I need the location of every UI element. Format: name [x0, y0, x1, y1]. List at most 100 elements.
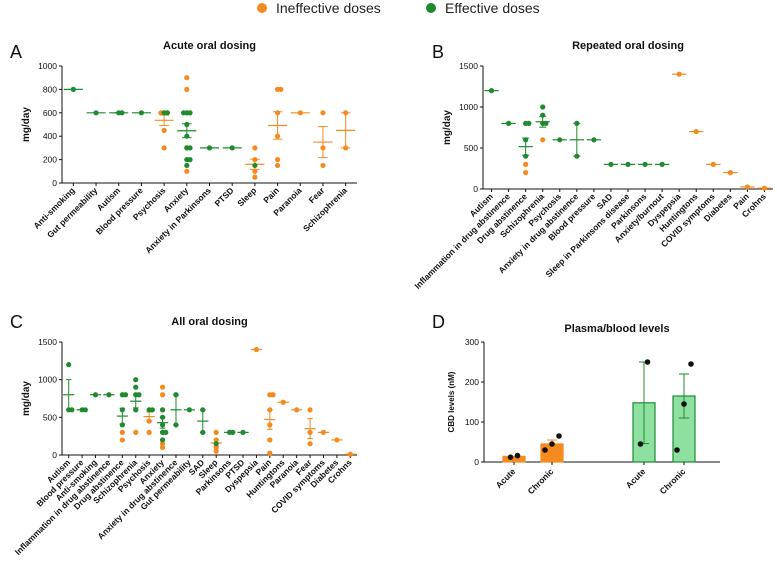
effective-dose-point [133, 407, 139, 413]
panel-a-category-label: Fear [307, 185, 327, 205]
effective-dose-point [159, 407, 166, 413]
ineffective-dose-point [159, 384, 166, 390]
ineffective-dose-point [159, 444, 166, 451]
panel-a-y-tick-label: 400 [43, 131, 57, 141]
effective-dose-point [488, 88, 495, 94]
ineffective-dose-point [523, 170, 529, 176]
effective-dose-point [543, 120, 549, 126]
ineffective-dose-point [710, 161, 716, 167]
ineffective-dose-point [161, 127, 167, 133]
panel-c-title: All oral dosing [171, 316, 247, 328]
ineffective-dose-point [744, 184, 751, 190]
panel-b-title: Repeated oral dosing [572, 40, 684, 52]
panel-a-category-label: Pain [261, 185, 281, 205]
ineffective-dose-point [320, 429, 327, 435]
panel-c-y-tick-label: 1500 [38, 337, 57, 347]
panel-d-category-label: Acute [494, 466, 518, 490]
effective-dose-point [149, 407, 155, 413]
ineffective-dose-point [274, 162, 281, 169]
effective-dose-point [93, 110, 99, 116]
panel-a-category-label: Sleep [235, 185, 258, 208]
effective-dose-point [526, 120, 532, 126]
sample-point [542, 447, 548, 453]
ineffective-dose-point [252, 145, 258, 151]
ineffective-dose-point [343, 110, 349, 116]
effective-dose-point [591, 137, 597, 143]
effective-dose-point [187, 145, 193, 151]
ineffective-dose-point [146, 418, 152, 424]
effective-dose-point [642, 161, 648, 167]
ineffective-dose-point [252, 168, 258, 174]
ineffective-dose-point [320, 162, 326, 169]
ineffective-dose-point [727, 170, 733, 176]
effective-dose-point [119, 110, 125, 116]
ineffective-dose-point [184, 75, 190, 81]
sample-point [637, 441, 644, 447]
effective-dose-point [92, 392, 99, 398]
panel-a-y-tick-label: 200 [43, 155, 57, 165]
effective-dose-point [119, 422, 125, 428]
effective-dose-point [66, 362, 72, 368]
effective-dose-point [523, 137, 529, 143]
effective-dose-point [200, 407, 206, 413]
effective-dose-point [230, 429, 236, 435]
panel-b-y-tick-label: 0 [473, 184, 478, 194]
ineffective-dose-point [320, 145, 326, 151]
effective-dose-point [173, 422, 179, 428]
effective-dose-point [240, 429, 246, 435]
ineffective-dose-point [274, 157, 281, 163]
effective-dose-point [505, 120, 512, 126]
ineffective-dose-point [184, 168, 190, 174]
panel-d-y-tick-label: 0 [474, 457, 479, 467]
ineffective-dose-point [253, 346, 260, 353]
effective-dose-point [252, 162, 258, 169]
ineffective-dose-point [540, 137, 546, 143]
ineffective-dose-point [347, 451, 353, 457]
panel-c-y-tick-label: 500 [43, 412, 57, 422]
effective-dose-point [187, 157, 193, 163]
ineffective-dose-point [693, 129, 699, 135]
ineffective-dose-point [267, 450, 273, 456]
panel-a-y-tick-label: 600 [43, 108, 57, 118]
ineffective-dose-point [307, 429, 313, 435]
ineffective-dose-point [334, 437, 340, 443]
panel-letter-c: C [10, 312, 23, 332]
ineffective-dose-point [294, 407, 300, 413]
ineffective-dose-point [184, 86, 190, 92]
legend-effective-label: Effective doses [445, 0, 540, 16]
effective-dose-point [608, 161, 614, 167]
ineffective-dose-point [523, 161, 529, 167]
panel-d-y-tick-label: 200 [465, 377, 479, 387]
effective-dose-point [69, 407, 75, 413]
panel-a-chart: Acute oral dosing 0 200 400 600 800 1000 mg/day… [21, 40, 357, 255]
ineffective-dose-point [343, 145, 349, 151]
panel-a-title: Acute oral dosing [163, 40, 256, 52]
effective-dose-point [625, 161, 631, 167]
legend-effective-marker [426, 3, 436, 13]
ineffective-dose-point [119, 429, 125, 435]
effective-dose-point [173, 392, 179, 398]
ineffective-dose-point [280, 399, 286, 405]
effective-dose-point [181, 110, 187, 116]
ineffective-dose-point [320, 110, 326, 116]
panel-letter-b: B [432, 42, 444, 62]
panel-d-y-label: CBD levels (nM) [447, 371, 456, 432]
sample-point [674, 447, 680, 453]
effective-dose-point [122, 392, 129, 398]
effective-dose-point [159, 414, 166, 420]
effective-dose-point [540, 104, 546, 110]
ineffective-dose-point [159, 441, 166, 447]
panel-d-chart: Plasma/blood levels 0 100 200 300 CBD levels … [447, 323, 720, 496]
ineffective-dose-point [761, 185, 768, 191]
effective-dose-point [184, 121, 190, 128]
ineffective-dose-point [270, 392, 276, 398]
ineffective-dose-point [119, 437, 125, 443]
panel-b-category-label: Inflammation in drug abstinence [412, 191, 512, 291]
sample-point [514, 452, 521, 459]
panel-a-y-label: mg/day [21, 107, 32, 142]
panel-d-category-label: Chronic [526, 466, 556, 496]
panel-c-y-tick-label: 1000 [38, 375, 57, 385]
ineffective-dose-point [213, 444, 219, 451]
panel-a-category-label: PTSD [213, 185, 236, 208]
panel-c-chart: All oral dosing050010001500mg/dayAutismB… [13, 316, 357, 557]
